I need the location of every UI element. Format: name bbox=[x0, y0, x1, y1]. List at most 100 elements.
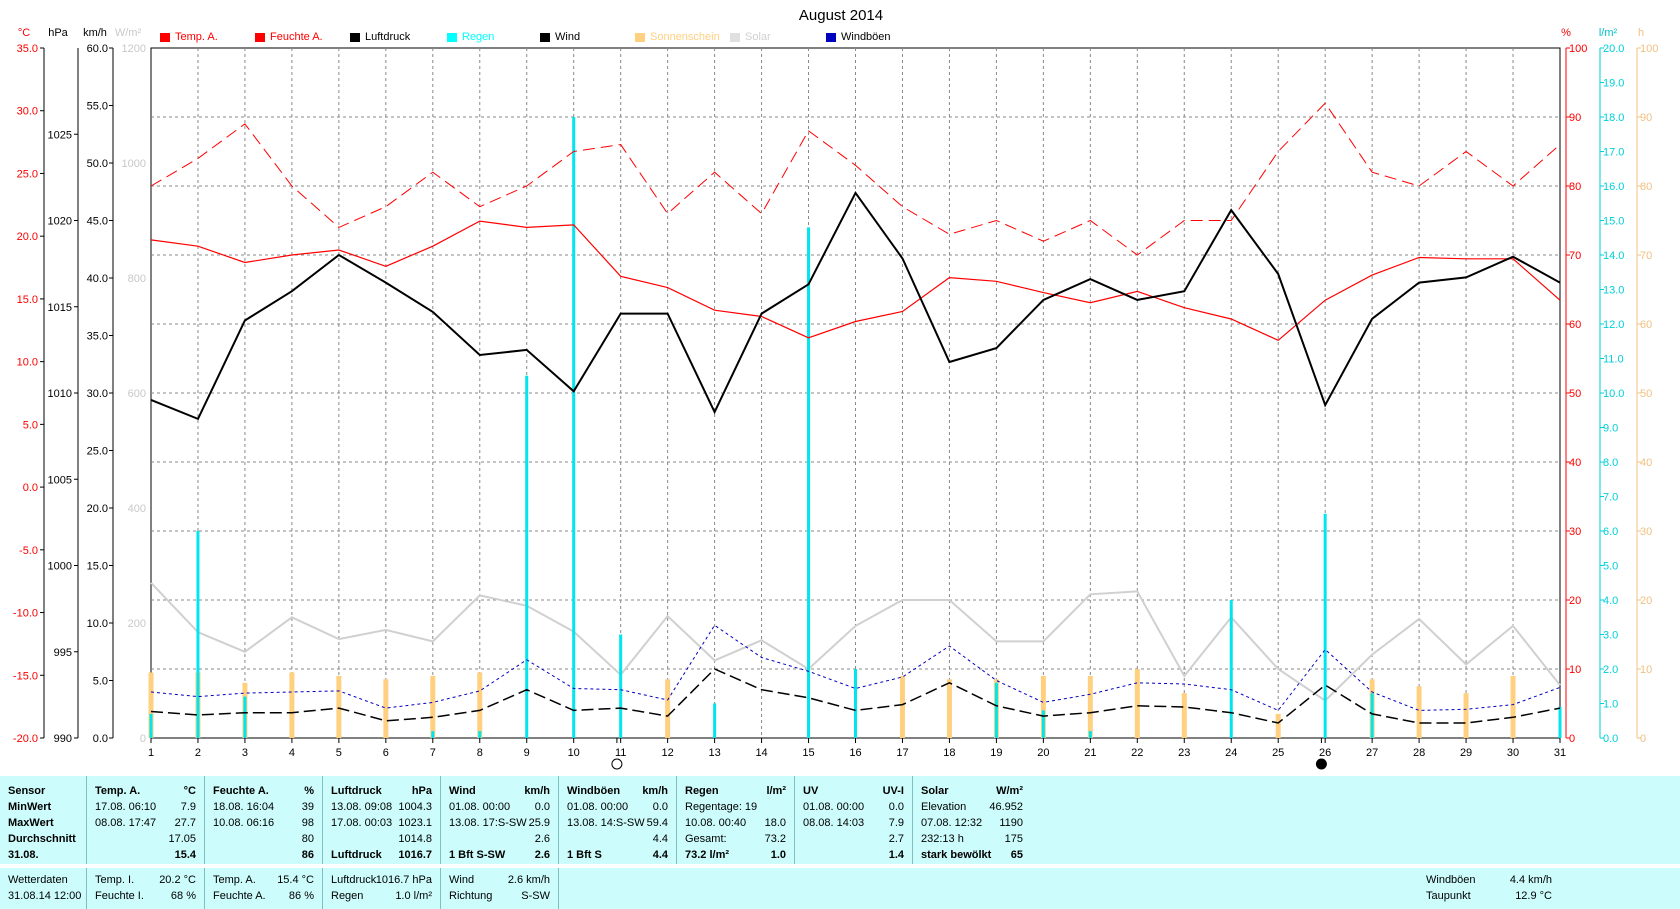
sun-tick-label: 0 bbox=[1640, 733, 1646, 745]
rain-tick-label: 9.0 bbox=[1603, 423, 1618, 435]
temp-tick-label: -20.0 bbox=[13, 733, 38, 745]
x-tick-label: 29 bbox=[1460, 747, 1472, 759]
pressure-avg-value: 1014.8 bbox=[398, 833, 432, 845]
bar-sonnenschein bbox=[946, 679, 952, 738]
bar-sonnenschein bbox=[1087, 675, 1093, 738]
x-tick-label: 15 bbox=[802, 747, 814, 759]
bar-regen bbox=[994, 682, 998, 738]
temp-max-value: 27.7 bbox=[174, 817, 196, 829]
bar-regen bbox=[1229, 600, 1233, 738]
bar-sonnenschein bbox=[477, 672, 483, 738]
rain-tick-label: 8.0 bbox=[1603, 457, 1618, 469]
pressure-tick-label: 990 bbox=[54, 733, 72, 745]
pressure-header-value: hPa bbox=[411, 785, 432, 797]
temp-tick-label: 15.0 bbox=[17, 294, 38, 306]
uv-max-label: 08.08. 14:03 bbox=[803, 817, 865, 829]
sun-tick-label: 40 bbox=[1640, 457, 1652, 469]
solar-max-label: 07.08. 12:32 bbox=[921, 817, 983, 829]
gusts-min-value: 0.0 bbox=[652, 801, 668, 813]
x-tick-label: 6 bbox=[383, 747, 389, 759]
humidity-tick-label: 70 bbox=[1569, 250, 1581, 262]
pressure-stats-column: Luftdruck hPa 13.08. 09:08 1004.3 17.08. 00:… bbox=[323, 776, 441, 864]
pressure-axis-unit: hPa bbox=[48, 27, 68, 39]
wind-tick-label: 20.0 bbox=[87, 503, 108, 515]
row-label-avg: Durchschnitt bbox=[8, 833, 76, 845]
bar-regen bbox=[196, 531, 200, 738]
rain-avg-label: Gesamt: bbox=[685, 833, 727, 845]
legend-swatch bbox=[160, 33, 170, 42]
solar-tick-label: 800 bbox=[128, 273, 146, 285]
wind-tick-label: 50.0 bbox=[87, 158, 108, 170]
wind-tick-label: 45.0 bbox=[87, 216, 108, 228]
x-tick-label: 30 bbox=[1507, 747, 1519, 759]
sun-tick-label: 20 bbox=[1640, 595, 1652, 607]
temp-avg-value: 17.05 bbox=[168, 833, 196, 845]
legend-swatch bbox=[350, 33, 360, 42]
wind-tick-label: 10.0 bbox=[87, 618, 108, 630]
wind-min-value: 0.0 bbox=[534, 801, 550, 813]
temp-today-value: 15.4 bbox=[174, 849, 196, 861]
sun-tick-label: 10 bbox=[1640, 664, 1652, 676]
pressure-today-value: 1016.7 bbox=[398, 849, 432, 861]
temp-max-label: 08.08. 17:47 bbox=[95, 817, 157, 829]
wind-tick-label: 5.0 bbox=[93, 676, 108, 688]
now-temp-indoor-value: 20.2 °C bbox=[159, 874, 196, 886]
bar-regen bbox=[149, 713, 153, 738]
wind-tick-label: 55.0 bbox=[87, 101, 108, 113]
temp-tick-label: -15.0 bbox=[13, 670, 38, 682]
rain-tick-label: 16.0 bbox=[1603, 181, 1624, 193]
legend-label: Regen bbox=[462, 31, 495, 43]
humidity-tick-label: 50 bbox=[1569, 388, 1581, 400]
rain-tick-label: 10.0 bbox=[1603, 388, 1624, 400]
wind-axis-unit: km/h bbox=[83, 27, 107, 39]
bar-regen bbox=[525, 375, 529, 738]
solar-min-label: Elevation bbox=[921, 801, 967, 813]
now-gust-value: 4.4 km/h bbox=[1509, 874, 1552, 886]
wind-avg-value: 2.6 bbox=[534, 833, 550, 845]
wind-tick-label: 40.0 bbox=[87, 273, 108, 285]
rain-tick-label: 19.0 bbox=[1603, 78, 1624, 90]
x-tick-label: 22 bbox=[1131, 747, 1143, 759]
x-tick-label: 21 bbox=[1084, 747, 1096, 759]
current-conditions-panel: Wetterdaten 31.08.14 12:00 Temp. I. 20.2 … bbox=[0, 868, 1680, 909]
gusts-header-label: Windböen bbox=[567, 785, 621, 797]
rain-max-label: 10.08. 00:40 bbox=[685, 817, 747, 829]
now-pressure-value: 1016.7 hPa bbox=[375, 874, 432, 886]
series-line-tempa bbox=[150, 220, 1561, 342]
humidity-header-value: % bbox=[304, 785, 314, 797]
legend-swatch bbox=[447, 33, 457, 42]
temp-tick-label: -5.0 bbox=[19, 545, 38, 557]
rain-min-label: Regentage: 19 bbox=[685, 801, 758, 813]
humidity-min-label: 18.08. 16:04 bbox=[213, 801, 275, 813]
pressure-min-label: 13.08. 09:08 bbox=[331, 801, 393, 813]
wind-max-value: 25.9 bbox=[528, 817, 550, 829]
legend-label: Sonnenschein bbox=[650, 31, 720, 43]
humidity-tick-label: 0 bbox=[1569, 733, 1575, 745]
bar-sonnenschein bbox=[430, 675, 436, 738]
humidity-tick-label: 60 bbox=[1569, 319, 1581, 331]
x-tick-label: 8 bbox=[477, 747, 483, 759]
sun-tick-label: 60 bbox=[1640, 319, 1652, 331]
bar-regen bbox=[1558, 706, 1562, 738]
solar-header-value: W/m² bbox=[996, 785, 1023, 797]
now-gust-column: Windböen 4.4 km/h Taupunkt 12.9 °C bbox=[1420, 868, 1560, 909]
x-tick-label: 14 bbox=[755, 747, 767, 759]
statistics-panel: Sensor MinWert MaxWert Durchschnitt 31.0… bbox=[0, 776, 1680, 864]
gusts-header-value: km/h bbox=[642, 785, 668, 797]
now-humidity-indoor-value: 68 % bbox=[170, 890, 196, 902]
now-temp-outdoor-value: 15.4 °C bbox=[277, 874, 314, 886]
temp-header-value: °C bbox=[183, 785, 196, 797]
gusts-today-label: 1 Bft S bbox=[567, 849, 602, 861]
x-tick-label: 10 bbox=[568, 747, 580, 759]
humidity-max-label: 10.08. 06:16 bbox=[213, 817, 275, 829]
uv-min-value: 0.0 bbox=[888, 801, 904, 813]
solar-header-label: Solar bbox=[921, 785, 949, 797]
now-humidity-indoor-label: Feuchte I. bbox=[95, 890, 144, 902]
legend-swatch bbox=[635, 33, 645, 42]
sensor-column: Sensor MinWert MaxWert Durchschnitt 31.0… bbox=[0, 776, 87, 864]
wind-tick-label: 60.0 bbox=[87, 43, 108, 55]
now-title-column: Wetterdaten 31.08.14 12:00 bbox=[0, 868, 87, 909]
wind-header-label: Wind bbox=[449, 785, 476, 797]
wind-stats-column: Wind km/h 01.08. 00:00 0.0 13.08. 17:S-SW 25.… bbox=[441, 776, 559, 864]
legend-swatch bbox=[730, 33, 740, 42]
